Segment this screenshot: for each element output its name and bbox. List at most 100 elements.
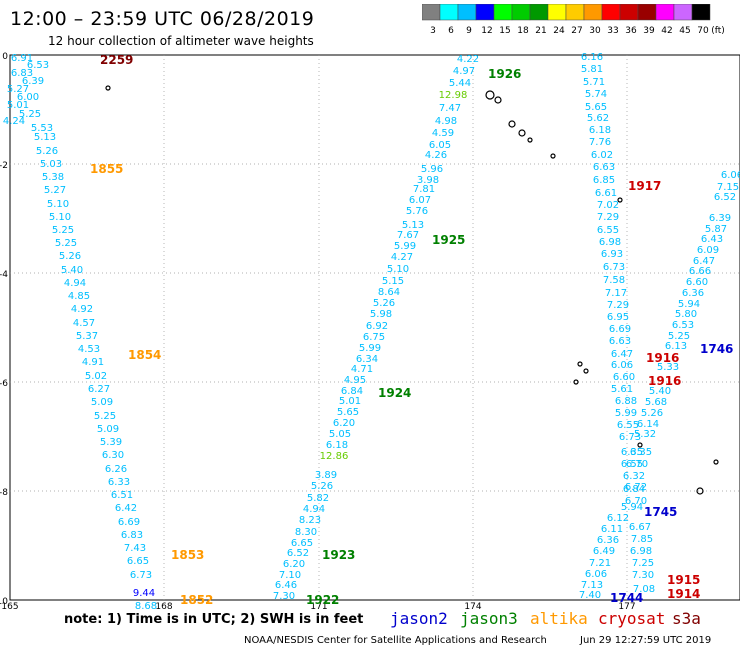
- latitude-label: 0: [2, 52, 8, 62]
- wave-height-value: 5.25: [668, 331, 690, 342]
- track-time-label: 1853: [171, 548, 204, 562]
- wave-height-value: 7.08: [633, 584, 655, 595]
- legend-item-s3a: s3a: [672, 609, 701, 628]
- wave-height-value: 6.20: [333, 418, 355, 429]
- wave-height-value: 5.26: [641, 408, 663, 419]
- wave-height-value: 6.39: [709, 213, 731, 224]
- wave-height-value: 5.01: [7, 100, 29, 111]
- track-time-label: 1744: [610, 591, 643, 605]
- wave-height-value: 5.10: [387, 264, 409, 275]
- wave-height-value: 6.14: [637, 419, 659, 430]
- map-title: 12:00 – 23:59 UTC 06/28/2019: [10, 8, 315, 30]
- wave-height-value: 5.10: [47, 199, 69, 210]
- wave-height-value: 5.94: [678, 299, 700, 310]
- wave-height-value: 6.07: [409, 195, 431, 206]
- wave-height-value: 5.99: [359, 343, 381, 354]
- colorbar-label: 18: [517, 26, 529, 36]
- wave-height-value: 5.99: [394, 241, 416, 252]
- colorbar-label: 42: [661, 26, 672, 36]
- wave-height-value: 4.97: [453, 66, 475, 77]
- wave-height-value: 6.06: [611, 360, 633, 371]
- wave-height-value: 6.84: [623, 484, 645, 495]
- wave-height-value: 5.40: [61, 265, 83, 276]
- island-shape: [577, 361, 583, 367]
- colorbar-label: 70: [697, 26, 709, 36]
- wave-height-value: 6.05: [429, 140, 451, 151]
- wave-height-value: 5.65: [585, 102, 607, 113]
- island-shape: [518, 129, 526, 137]
- colorbar-label: 39: [643, 26, 655, 36]
- wave-height-value: 6.93: [601, 249, 623, 260]
- wave-height-value: 5.68: [645, 397, 667, 408]
- island-shape: [617, 197, 623, 203]
- wave-height-value: 4.92: [71, 304, 93, 315]
- color-legend-bar: 3 6 9 12 15 18 21 24 27 30 33 36 39 42 45 70 (ft): [422, 4, 725, 36]
- island-shape: [494, 96, 502, 104]
- wave-height-value: 8.64: [378, 287, 400, 298]
- wave-height-value: 6.26: [105, 464, 127, 475]
- track-time-label: 1926: [488, 67, 521, 81]
- colorbar-label: 24: [553, 26, 565, 36]
- wave-height-value: 5.10: [49, 212, 71, 223]
- colorbar-label: 33: [607, 26, 618, 36]
- wave-height-value: 6.49: [593, 546, 615, 557]
- wave-height-value: 7.25: [632, 558, 654, 569]
- wave-height-value: 4.95: [344, 375, 366, 386]
- wave-height-value: 7.02: [597, 200, 619, 211]
- wave-height-value: 7.13: [581, 580, 603, 591]
- wave-height-value: 6.63: [609, 336, 631, 347]
- wave-height-value: 4.59: [432, 128, 454, 139]
- wave-height-value: 5.03: [40, 159, 62, 170]
- colorbar-label: 45: [679, 26, 690, 36]
- units-note: note: 1) Time is in UTC; 2) SWH is in fe…: [64, 612, 364, 627]
- track-time-label: 1915: [667, 573, 700, 587]
- latitude-label: -8: [0, 488, 8, 498]
- wave-height-value: 5.26: [36, 146, 58, 157]
- wave-height-value: 6.02: [591, 150, 613, 161]
- wave-height-value: 6.60: [686, 277, 708, 288]
- latitude-label: -10: [0, 597, 8, 607]
- wave-height-value: 4.53: [78, 344, 100, 355]
- track-time-label: 1917: [628, 179, 661, 193]
- island-shape: [696, 487, 704, 495]
- credit-footer: NOAA/NESDIS Center for Satellite Applica…: [244, 635, 547, 646]
- wave-height-value: 5.13: [34, 132, 56, 143]
- wave-height-value: 6.36: [682, 288, 704, 299]
- island-shape: [550, 153, 556, 159]
- wave-height-value: 5.74: [585, 89, 607, 100]
- wave-height-value: 5.02: [85, 371, 107, 382]
- colorbar-unit: (ft): [711, 26, 725, 36]
- wave-height-value: 6.95: [607, 312, 629, 323]
- wave-height-value: 4.22: [457, 54, 479, 65]
- wave-height-value: 7.17: [605, 288, 627, 299]
- wave-height-value: 5.09: [97, 424, 119, 435]
- wave-height-value: 6.67: [629, 522, 651, 533]
- wave-height-value: 6.70: [626, 459, 648, 470]
- track-time-label: 1914: [667, 587, 700, 601]
- wave-height-value: 7.58: [603, 275, 625, 286]
- wave-height-value: 6.47: [693, 256, 715, 267]
- wave-height-value: 5.09: [91, 397, 113, 408]
- wave-height-value: 4.94: [64, 278, 86, 289]
- wave-height-value: 5.25: [55, 238, 77, 249]
- wave-height-value: 6.55: [621, 459, 643, 470]
- wave-height-value: 8.68: [135, 601, 157, 610]
- wave-height-value: 5.76: [406, 206, 428, 217]
- wave-height-value: 5.94: [621, 502, 643, 513]
- wave-height-value: 7.40: [579, 590, 601, 601]
- altimeter-map: 0-2-4-6-8-101651681711741776.916.536.836…: [0, 52, 740, 610]
- wave-height-value: 4.27: [391, 252, 413, 263]
- wave-height-value: 6.42: [115, 503, 137, 514]
- wave-height-value: 6.46: [275, 580, 297, 591]
- island-shape: [508, 120, 516, 128]
- wave-height-value: 6.69: [609, 324, 631, 335]
- wave-height-value: 5.27: [44, 185, 66, 196]
- longitude-label: 174: [464, 602, 481, 610]
- wave-height-value: 7.29: [597, 212, 619, 223]
- wave-height-value: 5.87: [705, 224, 727, 235]
- colorbar-label: 6: [448, 26, 454, 36]
- colorbar-label: 3: [430, 26, 436, 36]
- wave-height-value: 5.53: [31, 123, 53, 134]
- wave-height-value: 12.86: [320, 451, 349, 462]
- map-subtitle: 12 hour collection of altimeter wave hei…: [48, 34, 314, 48]
